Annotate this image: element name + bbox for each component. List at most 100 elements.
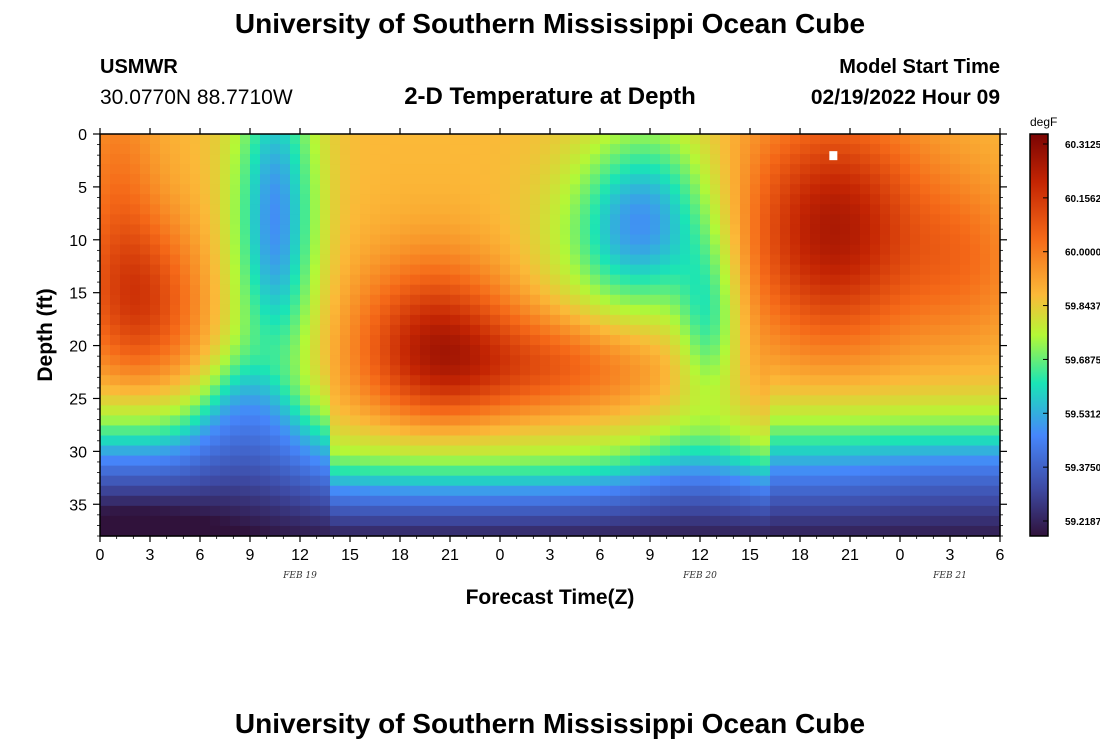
heatmap-cell <box>990 395 1001 406</box>
heatmap-cell <box>700 475 711 487</box>
heatmap-cell <box>540 485 551 497</box>
heatmap-cell <box>660 214 671 226</box>
heatmap-cell <box>830 405 841 416</box>
heatmap-cell <box>670 455 681 467</box>
heatmap-cell <box>120 134 131 145</box>
heatmap-cell <box>770 274 781 286</box>
heatmap-cell <box>900 455 911 467</box>
heatmap-cell <box>760 274 771 286</box>
heatmap-cell <box>960 164 971 175</box>
heatmap-cell <box>670 254 681 266</box>
heatmap-cell <box>430 495 441 507</box>
heatmap-cell <box>300 294 311 306</box>
heatmap-cell <box>360 214 371 226</box>
heatmap-cell <box>270 355 281 366</box>
heatmap-cell <box>670 274 681 286</box>
heatmap-cell <box>550 214 561 226</box>
heatmap-cell <box>960 244 971 256</box>
heatmap-cell <box>900 515 911 527</box>
heatmap-cell <box>530 274 541 286</box>
heatmap-cell <box>310 214 321 226</box>
heatmap-cell <box>200 335 211 346</box>
heatmap-cell <box>180 365 191 376</box>
heatmap-cell <box>300 355 311 366</box>
heatmap-cell <box>870 314 881 326</box>
heatmap-cell <box>810 385 821 396</box>
heatmap-cell <box>800 445 811 457</box>
heatmap-cell <box>790 335 801 346</box>
heatmap-cell <box>940 425 951 437</box>
heatmap-cell <box>890 525 901 537</box>
heatmap-cell <box>670 405 681 416</box>
heatmap-cell <box>400 405 411 416</box>
heatmap-cell <box>470 294 481 306</box>
heatmap-cell <box>130 314 141 326</box>
heatmap-cell <box>540 184 551 195</box>
heatmap-cell <box>640 214 651 226</box>
heatmap-cell <box>830 294 841 306</box>
heatmap-cell <box>700 395 711 406</box>
heatmap-cell <box>120 184 131 195</box>
heatmap-cell <box>160 375 171 386</box>
heatmap-cell <box>970 485 981 497</box>
heatmap-cell <box>160 184 171 195</box>
heatmap-cell <box>530 355 541 366</box>
heatmap-cell <box>770 144 781 155</box>
heatmap-cell <box>920 194 931 205</box>
heatmap-cell <box>260 264 271 276</box>
heatmap-cell <box>660 485 671 497</box>
heatmap-cell <box>690 194 701 205</box>
heatmap-cell <box>200 385 211 396</box>
heatmap-cell <box>130 475 141 487</box>
heatmap-cell <box>230 335 241 346</box>
heatmap-cell <box>280 475 291 487</box>
model-start-label: Model Start Time <box>839 56 1000 78</box>
y-tick-label: 20 <box>69 339 87 356</box>
heatmap-cell <box>330 304 341 316</box>
heatmap-cell <box>850 134 861 145</box>
heatmap-cell <box>830 254 841 266</box>
heatmap-cell <box>300 335 311 346</box>
heatmap-cell <box>860 224 871 236</box>
heatmap-cell <box>200 134 211 145</box>
heatmap-cell <box>450 264 461 276</box>
heatmap-cell <box>610 425 621 437</box>
heatmap-cell <box>800 174 811 185</box>
heatmap-cell <box>190 415 201 427</box>
heatmap-cell <box>350 515 361 527</box>
heatmap-cell <box>500 254 511 266</box>
heatmap-cell <box>470 425 481 437</box>
heatmap-cell <box>800 314 811 326</box>
heatmap-cell <box>660 495 671 507</box>
heatmap-cell <box>710 154 721 165</box>
heatmap-cell <box>300 264 311 276</box>
heatmap-cell <box>190 455 201 467</box>
heatmap-cell <box>730 495 741 507</box>
heatmap-cell <box>990 164 1001 175</box>
heatmap-cell <box>800 435 811 447</box>
heatmap-cell <box>550 314 561 326</box>
heatmap-cell <box>840 395 851 406</box>
heatmap-cell <box>470 445 481 457</box>
heatmap-cell <box>650 254 661 266</box>
heatmap-cell <box>430 154 441 165</box>
heatmap-cell <box>690 234 701 246</box>
heatmap-cell <box>140 345 151 356</box>
heatmap-cell <box>780 355 791 366</box>
heatmap-cell <box>460 485 471 497</box>
heatmap-cell <box>660 355 671 366</box>
heatmap-cell <box>380 314 391 326</box>
heatmap-cell <box>290 244 301 256</box>
heatmap-cell <box>560 284 571 296</box>
heatmap-cell <box>450 345 461 356</box>
heatmap-cell <box>500 405 511 416</box>
heatmap-cell <box>160 505 171 517</box>
heatmap-cell <box>730 355 741 366</box>
heatmap-cell <box>250 294 261 306</box>
heatmap-cell <box>970 154 981 165</box>
heatmap-cell <box>430 244 441 256</box>
heatmap-cell <box>130 375 141 386</box>
heatmap-cell <box>610 164 621 175</box>
heatmap-cell <box>370 174 381 185</box>
heatmap-cell <box>340 224 351 236</box>
